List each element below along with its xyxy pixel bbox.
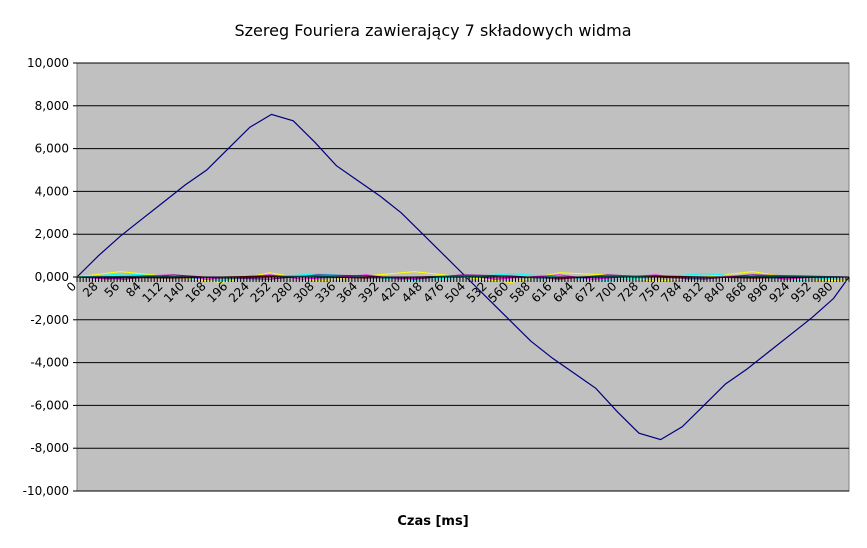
y-tick-label: 6,000: [35, 142, 69, 156]
y-axis-tick-labels: 10,000 8,000 6,000 4,000 2,000 0,000 -2,000 -4,…: [23, 56, 77, 498]
y-tick-label: -4,000: [30, 356, 69, 370]
y-tick-label: -8,000: [30, 441, 69, 455]
y-tick-label: 8,000: [35, 99, 69, 113]
y-tick-label: -10,000: [23, 484, 69, 498]
y-tick-label: 10,000: [27, 56, 69, 70]
y-tick-label: 4,000: [35, 184, 69, 198]
y-tick-label: -6,000: [30, 398, 69, 412]
y-tick-label: 2,000: [35, 227, 69, 241]
x-axis-line: [76, 276, 850, 282]
y-tick-label: 0,000: [35, 270, 69, 284]
x-axis-title: Czas [ms]: [397, 514, 468, 529]
chart-title: Szereg Fouriera zawierający 7 składowych…: [235, 21, 632, 40]
y-tick-label: -2,000: [30, 313, 69, 327]
